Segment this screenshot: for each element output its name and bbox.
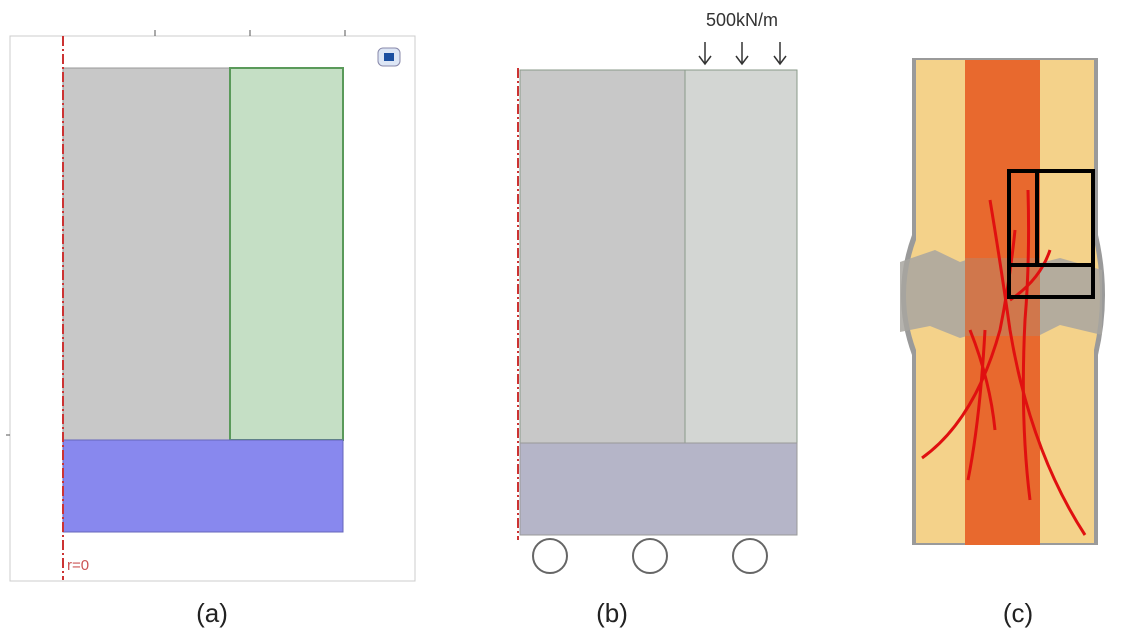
axis-label: r=0 [67, 557, 89, 574]
panel-caption: (b) [596, 598, 628, 628]
blue-region [63, 440, 343, 532]
panel-b: 500kN/m (b) [518, 10, 797, 628]
figure: r=0 (a) 500kN/m (b) [0, 0, 1122, 636]
green-region [230, 68, 343, 440]
gray-region [520, 70, 685, 443]
gray-region [63, 68, 230, 440]
light-region [685, 70, 797, 443]
load-label: 500kN/m [706, 10, 778, 30]
rollers [533, 539, 767, 573]
icon-inner [384, 53, 394, 61]
panel-caption: (a) [196, 598, 228, 628]
panel-a: r=0 (a) [6, 30, 415, 628]
panel-caption: (c) [1003, 598, 1033, 628]
panel-c: (c) [900, 58, 1105, 628]
load-arrows [699, 42, 786, 64]
base-region [520, 443, 797, 535]
